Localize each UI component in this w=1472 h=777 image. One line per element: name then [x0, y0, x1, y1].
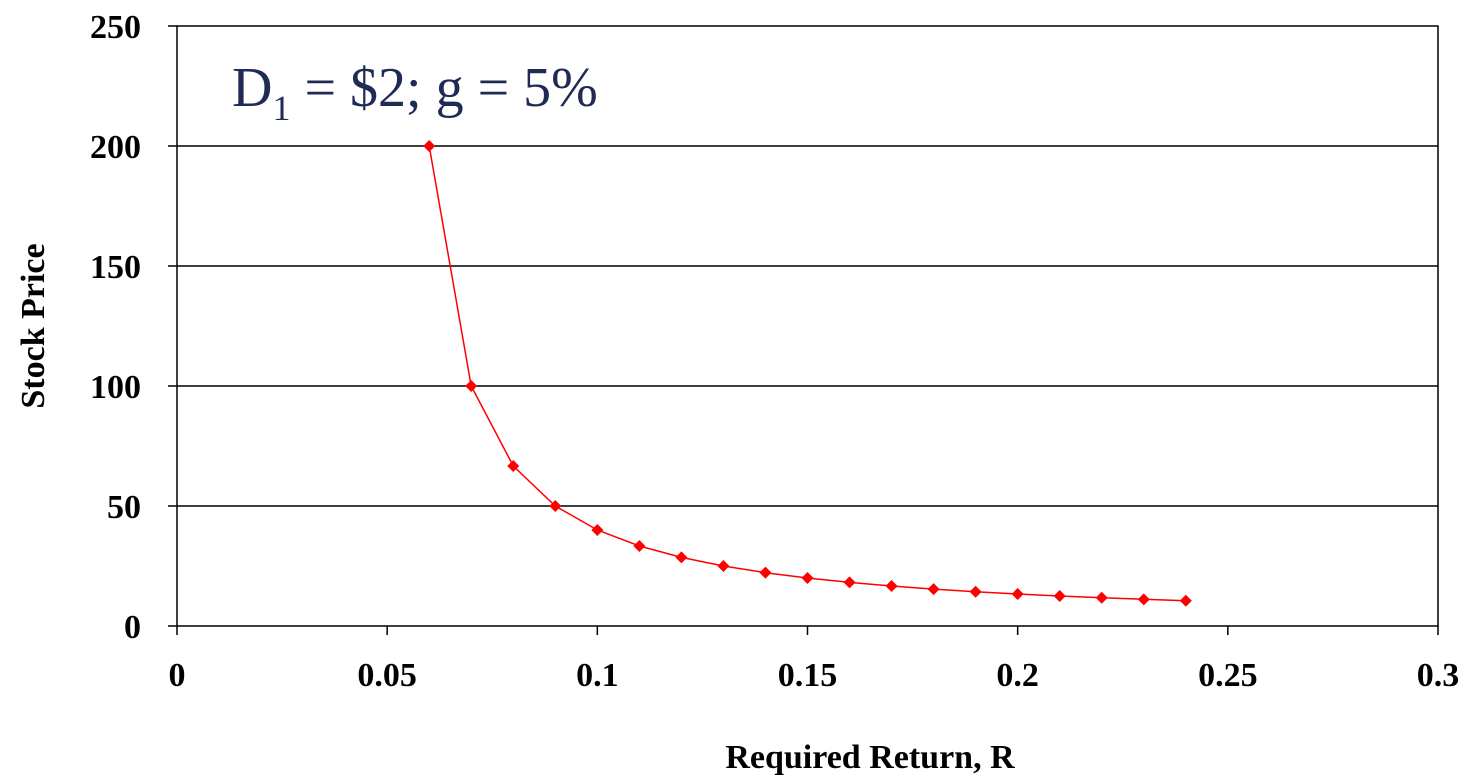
data-series [423, 140, 1192, 607]
data-point-1 [465, 380, 478, 392]
series-line-0 [428, 145, 1186, 602]
annotation-subscript: 1 [272, 88, 290, 128]
data-point-2 [507, 459, 520, 472]
data-point-0 [423, 140, 436, 152]
data-point-9 [801, 572, 814, 584]
y-axis-title: Stock Price [15, 243, 52, 408]
annotation-prefix: D [232, 57, 272, 119]
data-point-5 [633, 540, 646, 553]
data-point-12 [927, 583, 940, 596]
data-point-7 [717, 560, 730, 572]
data-point-15 [1053, 590, 1066, 602]
data-point-14 [1011, 588, 1024, 601]
data-point-16 [1095, 591, 1108, 604]
annotation-suffix: = $2; g = 5% [290, 57, 597, 119]
x-tick-label-1: 0.05 [357, 657, 417, 694]
data-point-10 [843, 576, 856, 589]
data-point-13 [969, 585, 982, 598]
y-tick-label-4: 200 [90, 129, 141, 166]
data-point-8 [759, 566, 772, 579]
x-tick-label-2: 0.1 [576, 657, 619, 694]
annotation: D1 = $2; g = 5% [232, 57, 598, 128]
x-axis-title: Required Return, R [725, 739, 1015, 776]
y-axis: 0 50 100 150 200 250 [90, 9, 177, 646]
data-point-6 [675, 551, 688, 564]
grid-lines [177, 145, 1438, 507]
x-tick-label-0: 0 [169, 657, 186, 694]
x-tick-label-3: 0.15 [778, 657, 838, 694]
data-point-11 [885, 579, 898, 592]
x-tick-label-4: 0.2 [996, 657, 1039, 694]
x-axis: 0 0.05 0.1 0.15 0.2 0.25 0.3 [169, 626, 1460, 694]
y-tick-label-2: 100 [90, 369, 141, 406]
x-tick-label-5: 0.25 [1198, 657, 1258, 694]
y-tick-label-1: 50 [107, 489, 141, 526]
y-tick-label-3: 150 [90, 249, 141, 286]
data-point-17 [1137, 593, 1150, 606]
data-point-4 [591, 524, 604, 536]
data-point-18 [1179, 594, 1192, 607]
y-tick-label-0: 0 [124, 609, 141, 646]
x-tick-label-6: 0.3 [1417, 657, 1460, 694]
y-tick-label-5: 250 [90, 9, 141, 46]
data-point-3 [549, 500, 562, 512]
